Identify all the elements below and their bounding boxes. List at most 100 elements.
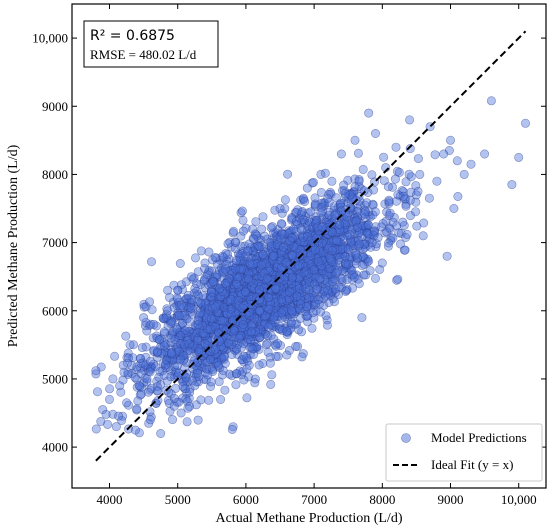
data-point bbox=[231, 256, 241, 266]
data-point bbox=[275, 204, 285, 214]
data-point bbox=[369, 185, 379, 195]
data-point bbox=[360, 209, 370, 219]
data-point bbox=[190, 381, 200, 391]
data-point bbox=[206, 381, 216, 391]
data-point bbox=[115, 381, 125, 391]
data-point bbox=[453, 192, 463, 202]
data-point bbox=[329, 297, 339, 307]
data-point bbox=[267, 370, 277, 380]
data-point bbox=[354, 239, 364, 249]
data-point bbox=[244, 360, 254, 370]
data-point bbox=[413, 154, 423, 164]
data-point bbox=[193, 415, 203, 425]
data-point bbox=[163, 306, 173, 316]
data-point bbox=[200, 258, 210, 268]
data-point bbox=[411, 207, 421, 217]
data-point bbox=[159, 341, 169, 351]
data-point bbox=[91, 424, 101, 434]
data-point bbox=[327, 227, 337, 237]
x-tick-label: 4000 bbox=[97, 492, 123, 507]
data-point bbox=[327, 276, 337, 286]
data-point bbox=[354, 176, 364, 186]
data-point bbox=[193, 319, 203, 329]
data-point bbox=[168, 415, 178, 425]
data-point bbox=[137, 343, 147, 353]
data-point bbox=[265, 358, 275, 368]
data-point bbox=[294, 261, 304, 271]
data-point bbox=[315, 273, 325, 283]
data-point bbox=[246, 335, 256, 345]
data-point bbox=[238, 215, 248, 225]
data-point bbox=[255, 306, 265, 316]
data-point bbox=[178, 381, 188, 391]
data-point bbox=[350, 135, 360, 145]
data-point bbox=[255, 242, 265, 252]
y-axis-label: Predicted Methane Production (L/d) bbox=[6, 144, 21, 347]
data-point bbox=[271, 351, 281, 361]
data-point bbox=[264, 322, 274, 332]
data-point bbox=[402, 229, 412, 239]
data-point bbox=[415, 169, 425, 179]
data-point bbox=[231, 380, 241, 390]
data-point bbox=[210, 253, 220, 263]
data-point bbox=[466, 159, 476, 169]
data-point bbox=[202, 364, 212, 374]
data-point bbox=[206, 314, 216, 324]
data-point bbox=[299, 268, 309, 278]
data-point bbox=[367, 238, 377, 248]
data-point bbox=[268, 314, 278, 324]
data-point bbox=[156, 428, 166, 438]
data-point bbox=[218, 370, 228, 380]
data-point bbox=[141, 342, 151, 352]
data-point bbox=[163, 285, 173, 295]
data-point bbox=[147, 257, 157, 267]
data-point bbox=[227, 424, 237, 434]
data-point bbox=[198, 291, 208, 301]
rmse-text: RMSE = 480.02 L/d bbox=[90, 47, 197, 62]
x-tick-label: 7000 bbox=[301, 492, 327, 507]
data-point bbox=[91, 366, 101, 376]
data-point bbox=[302, 183, 312, 193]
data-point bbox=[327, 176, 337, 186]
data-point bbox=[193, 368, 203, 378]
data-point bbox=[182, 417, 192, 427]
data-point bbox=[395, 239, 405, 249]
data-point bbox=[445, 135, 455, 145]
data-point bbox=[242, 393, 252, 403]
data-point bbox=[105, 384, 115, 394]
data-point bbox=[172, 293, 182, 303]
data-point bbox=[398, 187, 408, 197]
data-point bbox=[108, 409, 118, 419]
data-point bbox=[295, 299, 305, 309]
data-point bbox=[336, 149, 346, 159]
y-tick-label: 5000 bbox=[42, 371, 68, 386]
y-tick-label: 4000 bbox=[42, 440, 68, 455]
data-point bbox=[480, 149, 490, 159]
data-point bbox=[244, 274, 254, 284]
data-point bbox=[300, 197, 310, 207]
data-point bbox=[520, 118, 530, 128]
data-point bbox=[439, 149, 449, 159]
data-point bbox=[239, 300, 249, 310]
data-point bbox=[204, 395, 214, 405]
data-point bbox=[196, 308, 206, 318]
data-point bbox=[418, 231, 428, 241]
data-point bbox=[256, 260, 266, 270]
r-squared-text: R² = 0.6875 bbox=[90, 28, 175, 44]
data-point bbox=[283, 169, 293, 179]
data-point bbox=[345, 230, 355, 240]
data-point bbox=[323, 285, 333, 295]
data-point bbox=[96, 362, 106, 372]
data-point bbox=[394, 167, 404, 177]
data-point bbox=[364, 108, 374, 118]
data-point bbox=[383, 182, 393, 192]
data-point bbox=[289, 224, 299, 234]
data-point bbox=[149, 319, 159, 329]
x-tick-label: 9000 bbox=[438, 492, 464, 507]
data-point bbox=[514, 152, 524, 162]
data-point bbox=[176, 300, 186, 310]
data-point bbox=[239, 351, 249, 361]
data-point bbox=[216, 394, 226, 404]
data-point bbox=[352, 253, 362, 263]
x-tick-label: 6000 bbox=[233, 492, 259, 507]
